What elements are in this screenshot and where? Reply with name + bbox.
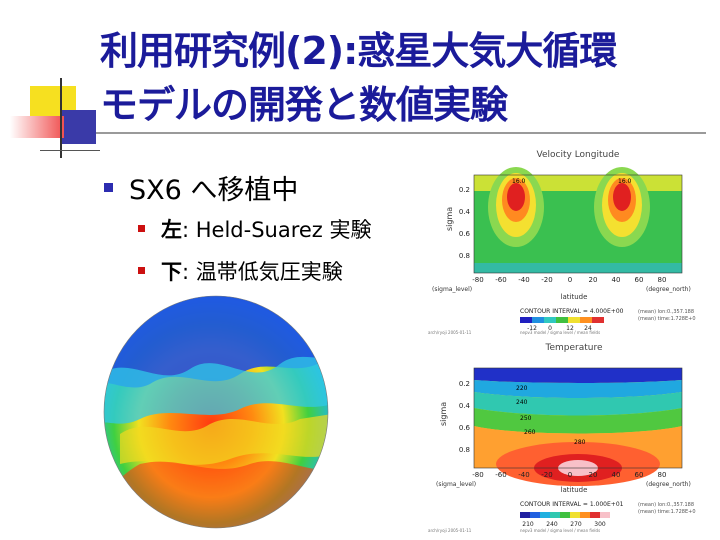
bullet-square-icon xyxy=(138,224,145,232)
colorbar-tick: -12 xyxy=(527,325,537,332)
footer-note: nepv3 model / sigma level / mean fields xyxy=(520,330,600,335)
x-tick: -60 xyxy=(495,471,506,479)
bullet-square-icon xyxy=(138,266,145,274)
y-tick: 0.4 xyxy=(459,208,471,216)
mean-note: (mean) time:1.728E+0 xyxy=(638,316,696,322)
plot-temperature: Temperature 220 240 250 260 280 sigma 0.… xyxy=(428,343,696,533)
x-tick: 60 xyxy=(635,276,644,284)
left-axis-note: (sigma_level) xyxy=(432,286,472,293)
x-tick: 20 xyxy=(589,471,598,479)
deco-red-bar xyxy=(10,116,64,138)
deco-horizontal-line xyxy=(40,150,100,151)
y-axis-label: sigma xyxy=(445,207,454,231)
plot-area xyxy=(473,167,683,274)
sub-bullet-text: : Held-Suarez 実験 xyxy=(182,218,372,242)
y-tick: 0.2 xyxy=(459,186,470,194)
bullet-main: SX6 へ移植中 xyxy=(104,168,298,207)
title-divider xyxy=(96,132,706,134)
colorbar-tick: 210 xyxy=(522,521,534,528)
colorbar-tick: 270 xyxy=(570,521,582,528)
contour-interval: CONTOUR INTERVAL = 4.000E+00 xyxy=(520,308,624,315)
colorbar-tick: 24 xyxy=(584,325,592,332)
globe-visualization xyxy=(103,295,329,529)
mean-note: (mean) lon:0.,357.188 xyxy=(638,502,694,508)
contour-label: 16.0 xyxy=(618,178,632,185)
bullet-main-text: SX6 へ移植中 xyxy=(129,175,299,206)
y-tick: 0.8 xyxy=(459,446,470,454)
x-tick: -20 xyxy=(541,276,552,284)
contour-label: 220 xyxy=(516,385,528,392)
slide-title: 利用研究例(2):惑星大気大循環 モデルの開発と数値実験 xyxy=(100,24,710,132)
y-tick: 0.4 xyxy=(459,402,471,410)
x-tick: 0 xyxy=(568,276,572,284)
x-tick: -40 xyxy=(518,276,529,284)
colorbar xyxy=(520,317,604,323)
colorbar-tick: 300 xyxy=(594,521,606,528)
x-tick: 60 xyxy=(635,471,644,479)
y-tick: 0.8 xyxy=(459,252,470,260)
x-tick: 80 xyxy=(658,471,667,479)
x-tick: -40 xyxy=(518,471,529,479)
colorbar-tick: 12 xyxy=(566,325,574,332)
sub-bullet-key: 下 xyxy=(161,260,182,284)
sub-bullet-left: 左: Held-Suarez 実験 xyxy=(138,214,372,244)
sub-bullet-key: 左 xyxy=(161,218,182,242)
contour-interval: CONTOUR INTERVAL = 1.000E+01 xyxy=(520,501,624,508)
footer-note: arch/ryoji 2005-01-11 xyxy=(428,330,472,335)
plot-title: Temperature xyxy=(544,343,602,353)
colorbar-tick: 0 xyxy=(548,325,552,332)
contour-label: 260 xyxy=(524,429,536,436)
mean-note: (mean) lon:0.,357.188 xyxy=(638,309,694,315)
plot-title: Velocity Longitude xyxy=(537,150,620,160)
plot-area xyxy=(473,367,683,486)
x-tick: 20 xyxy=(589,276,598,284)
footer-note: nepv3 model / sigma level / mean fields xyxy=(520,528,600,533)
contour-label: 250 xyxy=(520,415,532,422)
colorbar xyxy=(520,512,610,518)
colorbar-tick: 240 xyxy=(546,521,558,528)
y-tick: 0.2 xyxy=(459,380,470,388)
x-tick: -80 xyxy=(472,276,483,284)
contour-label: 16.0 xyxy=(512,178,526,185)
x-tick: -20 xyxy=(541,471,552,479)
bullet-square-icon xyxy=(104,183,113,192)
title-line-1: 利用研究例(2):惑星大気大循環 xyxy=(100,29,617,73)
mean-note: (mean) time:1.728E+0 xyxy=(638,509,696,515)
y-axis-label: sigma xyxy=(439,402,448,426)
deco-vertical-line xyxy=(60,78,62,158)
x-tick: 40 xyxy=(612,276,621,284)
deco-blue-square xyxy=(62,110,96,144)
x-tick: -80 xyxy=(472,471,483,479)
right-axis-note: (degree_north) xyxy=(646,286,691,293)
footer-note: arch/ryoji 2005-01-11 xyxy=(428,528,472,533)
contour-label: 280 xyxy=(574,439,586,446)
x-axis-label: latitude xyxy=(561,293,588,301)
left-axis-note: (sigma_level) xyxy=(436,481,476,488)
sub-bullet-text: : 温帯低気圧実験 xyxy=(182,260,343,284)
y-tick: 0.6 xyxy=(459,424,471,432)
sub-bullet-below: 下: 温帯低気圧実験 xyxy=(138,256,343,286)
contour-label: 240 xyxy=(516,399,528,406)
x-tick: 80 xyxy=(658,276,667,284)
plot-velocity: Velocity Longitude 16.0 16.0 sigma 0.2 0… xyxy=(428,150,696,335)
title-line-2: モデルの開発と数値実験 xyxy=(100,83,508,127)
x-tick: 40 xyxy=(612,471,621,479)
x-tick: 0 xyxy=(568,471,572,479)
x-axis-label: latitude xyxy=(561,486,588,494)
x-tick: -60 xyxy=(495,276,506,284)
y-tick: 0.6 xyxy=(459,230,471,238)
right-axis-note: (degree_north) xyxy=(646,481,691,488)
